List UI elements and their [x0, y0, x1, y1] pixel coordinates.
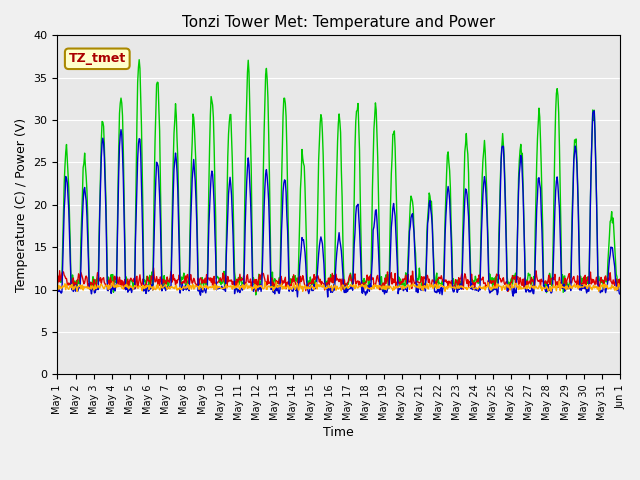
X-axis label: Time: Time	[323, 426, 354, 439]
Title: Tonzi Tower Met: Temperature and Power: Tonzi Tower Met: Temperature and Power	[182, 15, 495, 30]
Y-axis label: Temperature (C) / Power (V): Temperature (C) / Power (V)	[15, 118, 28, 292]
Text: TZ_tmet: TZ_tmet	[68, 52, 126, 65]
Legend: Panel T, Battery V, Air T, Solar V: Panel T, Battery V, Air T, Solar V	[137, 476, 540, 480]
